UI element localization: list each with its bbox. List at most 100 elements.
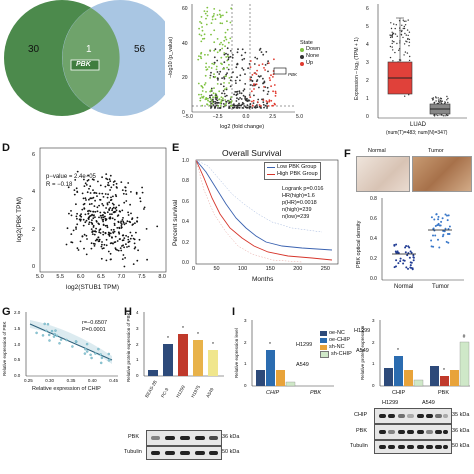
scatter-point [92, 224, 95, 227]
volcano-point-none [210, 71, 212, 74]
dotplot-x-normal: Normal [394, 284, 414, 290]
tick: 0 [366, 114, 369, 120]
scatter-point [143, 208, 145, 210]
tumor-dot [432, 228, 435, 230]
scatter-point [118, 227, 121, 230]
panel-f: Normal Tumor 0.0 0.2 0.4 0.6 0.8 PBK opt… [354, 148, 474, 308]
volcano-point-none [246, 104, 249, 107]
normal-dot [404, 251, 407, 254]
tumor-dot [430, 239, 433, 242]
volcano-point-none [222, 105, 225, 108]
tumor-dot [442, 233, 445, 236]
stat: HR(high)=1.6 [282, 193, 315, 199]
scatter-point [107, 193, 109, 196]
volcano-point-none [238, 92, 241, 94]
scatter-point [72, 229, 75, 232]
regression-point [54, 329, 57, 332]
volcano-point-down [226, 66, 228, 69]
tumor-dot [447, 228, 450, 230]
blot-kda-tubulin: 50 kDa [222, 449, 240, 455]
scatter-point [131, 234, 133, 237]
scatter-point [118, 232, 121, 235]
tick: 1.0 [182, 158, 189, 164]
tumor-point [391, 36, 393, 38]
volcano-point-none [210, 102, 213, 105]
scatter-point [111, 213, 113, 216]
volcano-point-none [236, 51, 239, 54]
normal-point [437, 97, 439, 99]
scatter-point [102, 216, 105, 219]
tick: 2.5 [269, 114, 277, 120]
volcano-point-down [216, 14, 219, 16]
tumor-point [390, 22, 392, 24]
volcano-point-down [224, 104, 226, 107]
regression-point [47, 333, 51, 337]
scatter-point [75, 226, 77, 229]
bar-pbk-oechip-p [440, 376, 449, 386]
scatter-point [101, 241, 103, 243]
tumor-point [408, 38, 411, 41]
scatter-point [126, 246, 128, 248]
volcano-point-none [215, 98, 217, 101]
bar-y-ticks: 0 1 2 3 4 [136, 310, 139, 378]
volcano-point-down [212, 15, 215, 17]
survival-xlabel: Months [252, 276, 274, 283]
scatter-y-ticks: 0 2 4 6 [32, 152, 35, 270]
volcano-point-down [212, 96, 214, 99]
volcano-point-none [225, 73, 228, 76]
tumor-point [408, 31, 411, 33]
scatter-point [109, 216, 112, 218]
scatter-xlabel: log2(STUB1 TPM) [66, 284, 119, 291]
scatter-point [114, 241, 117, 243]
scatter-point [89, 197, 92, 200]
tumor-point [406, 41, 408, 43]
scatter-point [94, 211, 97, 213]
scatter-point [120, 249, 123, 252]
scatter-point [96, 210, 99, 213]
volcano-point-none [210, 107, 212, 109]
scatter-point [94, 199, 96, 202]
scatter-point [133, 238, 136, 241]
tick: 4 [32, 189, 36, 196]
volcano-point-down [200, 16, 203, 18]
scatter-point [100, 245, 103, 248]
scatter-point [124, 189, 127, 192]
scatter-point [98, 216, 100, 219]
volcano-point-down [204, 12, 207, 15]
panel-i-label: I [232, 306, 236, 318]
volcano-point-none [241, 48, 244, 51]
scatter-point [114, 235, 117, 238]
scatter-point [127, 182, 130, 184]
tumor-point [394, 51, 396, 54]
volcano-point-none [262, 53, 265, 56]
volcano-point-up [260, 105, 262, 107]
tick: 0.4 [182, 219, 189, 226]
scatter-point [110, 229, 113, 231]
volcano-point-down [201, 104, 204, 107]
volcano-point-none [242, 103, 245, 105]
scatter-point [89, 215, 91, 217]
normal-point [432, 99, 434, 101]
scatter-point [145, 228, 148, 230]
volcano-point-none [225, 52, 227, 55]
tick: 2 [366, 78, 369, 84]
survival-low-line [195, 159, 333, 251]
scatter-point [105, 259, 108, 262]
scatter-point [87, 210, 89, 213]
scatter-point [99, 214, 102, 217]
tick: 2 [32, 226, 36, 233]
regression-points [35, 322, 111, 365]
scatter-point [112, 203, 115, 206]
protein-bar-chart: * * # [379, 320, 470, 387]
tumor-dot [430, 216, 433, 219]
tumor-point [402, 27, 404, 30]
scatter-point [91, 219, 93, 221]
scatter-point [90, 247, 93, 250]
regression-point [59, 338, 63, 341]
bar-chip-oenc-p [384, 368, 393, 386]
scatter-point [73, 189, 76, 191]
volcano-point-down [219, 13, 221, 16]
volcano-point-none [219, 70, 222, 73]
tumor-dot [438, 246, 441, 249]
scatter-point [81, 208, 84, 211]
